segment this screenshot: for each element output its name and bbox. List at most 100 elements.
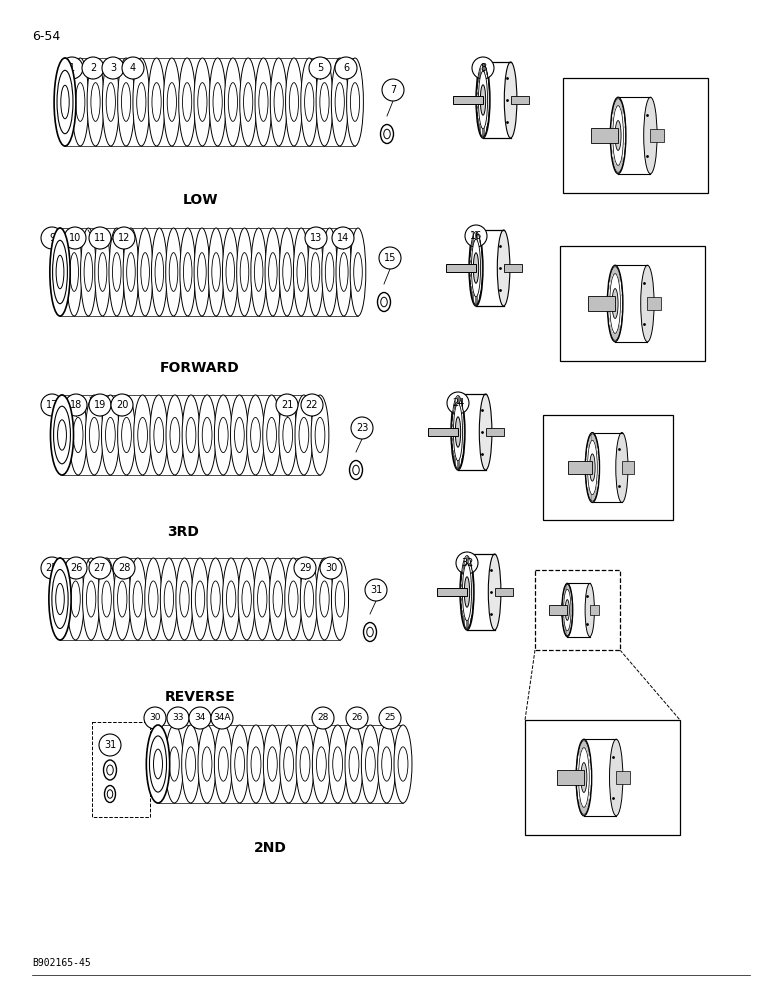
Ellipse shape [451, 394, 465, 470]
Ellipse shape [336, 228, 352, 316]
Ellipse shape [84, 253, 93, 291]
Circle shape [65, 394, 87, 416]
Bar [622, 461, 634, 474]
Bar [504, 264, 522, 272]
Ellipse shape [349, 747, 359, 781]
Ellipse shape [562, 583, 573, 637]
Ellipse shape [55, 583, 64, 615]
Circle shape [82, 57, 104, 79]
Circle shape [41, 227, 63, 249]
Ellipse shape [289, 83, 299, 121]
Ellipse shape [585, 583, 594, 637]
Ellipse shape [67, 558, 84, 640]
Ellipse shape [463, 563, 472, 621]
Ellipse shape [608, 265, 623, 342]
Circle shape [320, 557, 342, 579]
Ellipse shape [267, 417, 276, 453]
Circle shape [99, 734, 121, 756]
Ellipse shape [307, 228, 323, 316]
Circle shape [447, 392, 469, 414]
Bar [560, 246, 705, 361]
Ellipse shape [198, 725, 216, 803]
Text: 6-54: 6-54 [32, 29, 60, 42]
Circle shape [465, 225, 487, 247]
Text: 19: 19 [94, 400, 106, 410]
Ellipse shape [153, 747, 163, 781]
Ellipse shape [590, 454, 595, 481]
Ellipse shape [222, 228, 238, 316]
Circle shape [301, 394, 323, 416]
Ellipse shape [311, 395, 329, 475]
Ellipse shape [191, 558, 208, 640]
Text: 1: 1 [69, 63, 75, 73]
Ellipse shape [585, 433, 600, 502]
Ellipse shape [136, 83, 146, 121]
Ellipse shape [587, 440, 597, 495]
Circle shape [41, 557, 63, 579]
Text: 26: 26 [351, 714, 363, 722]
Text: 4: 4 [130, 63, 136, 73]
Text: 16: 16 [470, 231, 482, 241]
Ellipse shape [280, 725, 298, 803]
Ellipse shape [316, 558, 333, 640]
Ellipse shape [378, 292, 391, 312]
Ellipse shape [299, 417, 309, 453]
Ellipse shape [284, 747, 293, 781]
Text: 5: 5 [317, 63, 323, 73]
Ellipse shape [268, 253, 277, 291]
Ellipse shape [353, 253, 362, 291]
Ellipse shape [165, 725, 183, 803]
Text: 2ND: 2ND [254, 841, 286, 855]
Ellipse shape [165, 228, 181, 316]
Text: 20: 20 [115, 400, 128, 410]
Ellipse shape [579, 748, 589, 807]
Ellipse shape [460, 554, 474, 630]
Ellipse shape [164, 58, 180, 146]
Circle shape [276, 394, 298, 416]
Bar [591, 128, 618, 143]
Ellipse shape [87, 58, 104, 146]
Ellipse shape [215, 725, 232, 803]
Ellipse shape [254, 253, 263, 291]
Ellipse shape [265, 228, 281, 316]
Ellipse shape [55, 581, 65, 617]
Circle shape [309, 57, 331, 79]
Ellipse shape [94, 228, 111, 316]
Ellipse shape [133, 58, 150, 146]
Ellipse shape [80, 228, 96, 316]
Ellipse shape [581, 763, 587, 792]
Circle shape [379, 707, 401, 729]
Ellipse shape [312, 725, 330, 803]
Ellipse shape [208, 228, 224, 316]
Circle shape [111, 394, 133, 416]
Ellipse shape [381, 747, 392, 781]
Text: 3RD: 3RD [167, 525, 199, 539]
Text: 10: 10 [69, 233, 81, 243]
Ellipse shape [180, 228, 196, 316]
Ellipse shape [209, 58, 226, 146]
Ellipse shape [213, 83, 222, 121]
Ellipse shape [51, 395, 73, 475]
Ellipse shape [167, 83, 176, 121]
Ellipse shape [349, 460, 363, 480]
Bar [568, 461, 592, 474]
Ellipse shape [57, 417, 67, 453]
Ellipse shape [69, 395, 87, 475]
Ellipse shape [137, 228, 153, 316]
Text: 31: 31 [104, 740, 116, 750]
Bar [651, 129, 664, 142]
Ellipse shape [339, 253, 348, 291]
Ellipse shape [118, 58, 134, 146]
Ellipse shape [126, 253, 135, 291]
Circle shape [211, 707, 233, 729]
Ellipse shape [240, 253, 249, 291]
Text: 13: 13 [310, 233, 322, 243]
Ellipse shape [610, 274, 620, 333]
Text: 30: 30 [325, 563, 337, 573]
Ellipse shape [90, 417, 99, 453]
Ellipse shape [148, 58, 165, 146]
Bar [590, 605, 599, 615]
Ellipse shape [464, 577, 470, 607]
Ellipse shape [335, 83, 344, 121]
Circle shape [379, 247, 401, 269]
